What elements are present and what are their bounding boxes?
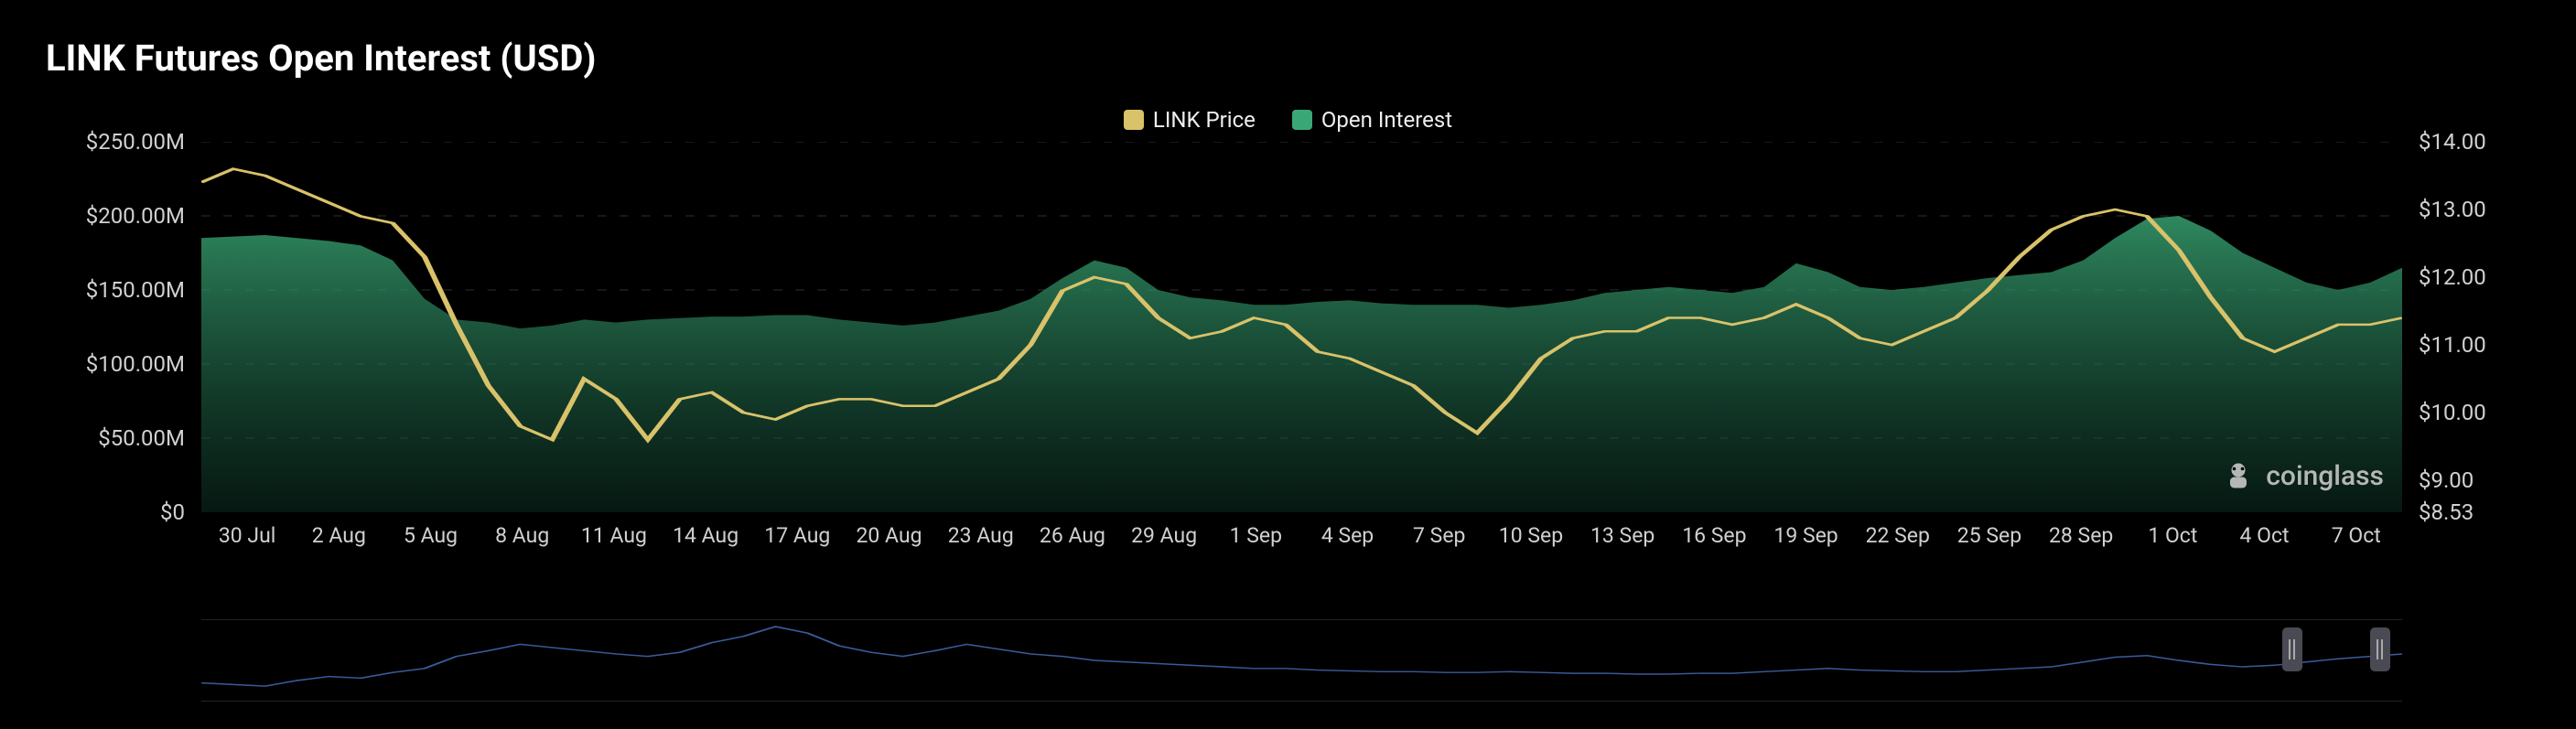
x-tick: 1 Oct bbox=[2127, 523, 2218, 552]
brush-overview[interactable] bbox=[201, 619, 2402, 702]
y-right-tick: $12.00 bbox=[2419, 264, 2486, 290]
y-right-tick: $13.00 bbox=[2419, 197, 2486, 222]
x-tick: 7 Sep bbox=[1394, 523, 1485, 552]
x-tick: 1 Sep bbox=[1210, 523, 1301, 552]
brush-handle-left[interactable] bbox=[2282, 627, 2302, 671]
x-tick: 30 Jul bbox=[201, 523, 293, 552]
chart-title: LINK Futures Open Interest (USD) bbox=[46, 37, 2530, 80]
brush-handle-right[interactable] bbox=[2370, 627, 2390, 671]
chart-area: $250.00M$200.00M$150.00M$100.00M$50.00M$… bbox=[46, 142, 2530, 606]
y-right-tick: $8.53 bbox=[2419, 499, 2474, 525]
plot-column: coinglass 30 Jul2 Aug5 Aug8 Aug11 Aug14 … bbox=[201, 142, 2402, 606]
plot[interactable]: coinglass bbox=[201, 142, 2402, 512]
y-left-tick: $150.00M bbox=[86, 277, 185, 303]
x-tick: 5 Aug bbox=[384, 523, 476, 552]
chart-svg bbox=[201, 142, 2402, 512]
x-tick: 19 Sep bbox=[1760, 523, 1851, 552]
y-right-tick: $10.00 bbox=[2419, 400, 2486, 425]
legend-item-price[interactable]: LINK Price bbox=[1124, 107, 1256, 133]
x-tick: 26 Aug bbox=[1027, 523, 1118, 552]
y-left-tick: $250.00M bbox=[86, 129, 185, 155]
y-left-tick: $0 bbox=[160, 499, 185, 525]
x-tick: 23 Aug bbox=[935, 523, 1027, 552]
x-tick: 22 Sep bbox=[1852, 523, 1944, 552]
legend-item-oi[interactable]: Open Interest bbox=[1292, 107, 1452, 133]
x-tick: 29 Aug bbox=[1118, 523, 1210, 552]
x-tick: 28 Sep bbox=[2035, 523, 2127, 552]
x-tick: 13 Sep bbox=[1577, 523, 1668, 552]
x-tick: 4 Sep bbox=[1301, 523, 1393, 552]
x-tick: 14 Aug bbox=[660, 523, 751, 552]
y-right-tick: $14.00 bbox=[2419, 129, 2486, 155]
coinglass-icon bbox=[2222, 459, 2255, 492]
x-tick: 8 Aug bbox=[477, 523, 568, 552]
legend: LINK Price Open Interest bbox=[46, 107, 2530, 133]
y-axis-left: $250.00M$200.00M$150.00M$100.00M$50.00M$… bbox=[46, 142, 201, 512]
x-tick: 7 Oct bbox=[2311, 523, 2402, 552]
x-tick: 4 Oct bbox=[2218, 523, 2310, 552]
y-left-tick: $100.00M bbox=[86, 351, 185, 377]
legend-swatch-price bbox=[1124, 110, 1144, 130]
chart-container: LINK Futures Open Interest (USD) LINK Pr… bbox=[0, 0, 2576, 729]
watermark: coinglass bbox=[2222, 459, 2384, 492]
x-tick: 2 Aug bbox=[293, 523, 384, 552]
x-tick: 20 Aug bbox=[843, 523, 934, 552]
x-axis: 30 Jul2 Aug5 Aug8 Aug11 Aug14 Aug17 Aug2… bbox=[201, 523, 2402, 552]
y-right-tick: $11.00 bbox=[2419, 332, 2486, 358]
legend-swatch-oi bbox=[1292, 110, 1312, 130]
y-axis-right: $14.00$13.00$12.00$11.00$10.00$9.00$8.53 bbox=[2402, 142, 2530, 512]
watermark-text: coinglass bbox=[2266, 460, 2384, 492]
x-tick: 17 Aug bbox=[751, 523, 843, 552]
x-tick: 11 Aug bbox=[568, 523, 660, 552]
brush-row bbox=[46, 619, 2530, 702]
x-tick: 16 Sep bbox=[1668, 523, 1760, 552]
x-tick: 25 Sep bbox=[1944, 523, 2035, 552]
brush-svg bbox=[201, 620, 2402, 701]
y-right-tick: $9.00 bbox=[2419, 467, 2474, 493]
legend-label-oi: Open Interest bbox=[1321, 107, 1452, 133]
legend-label-price: LINK Price bbox=[1153, 107, 1256, 133]
x-tick: 10 Sep bbox=[1485, 523, 1577, 552]
y-left-tick: $50.00M bbox=[98, 425, 185, 451]
y-left-tick: $200.00M bbox=[86, 203, 185, 229]
